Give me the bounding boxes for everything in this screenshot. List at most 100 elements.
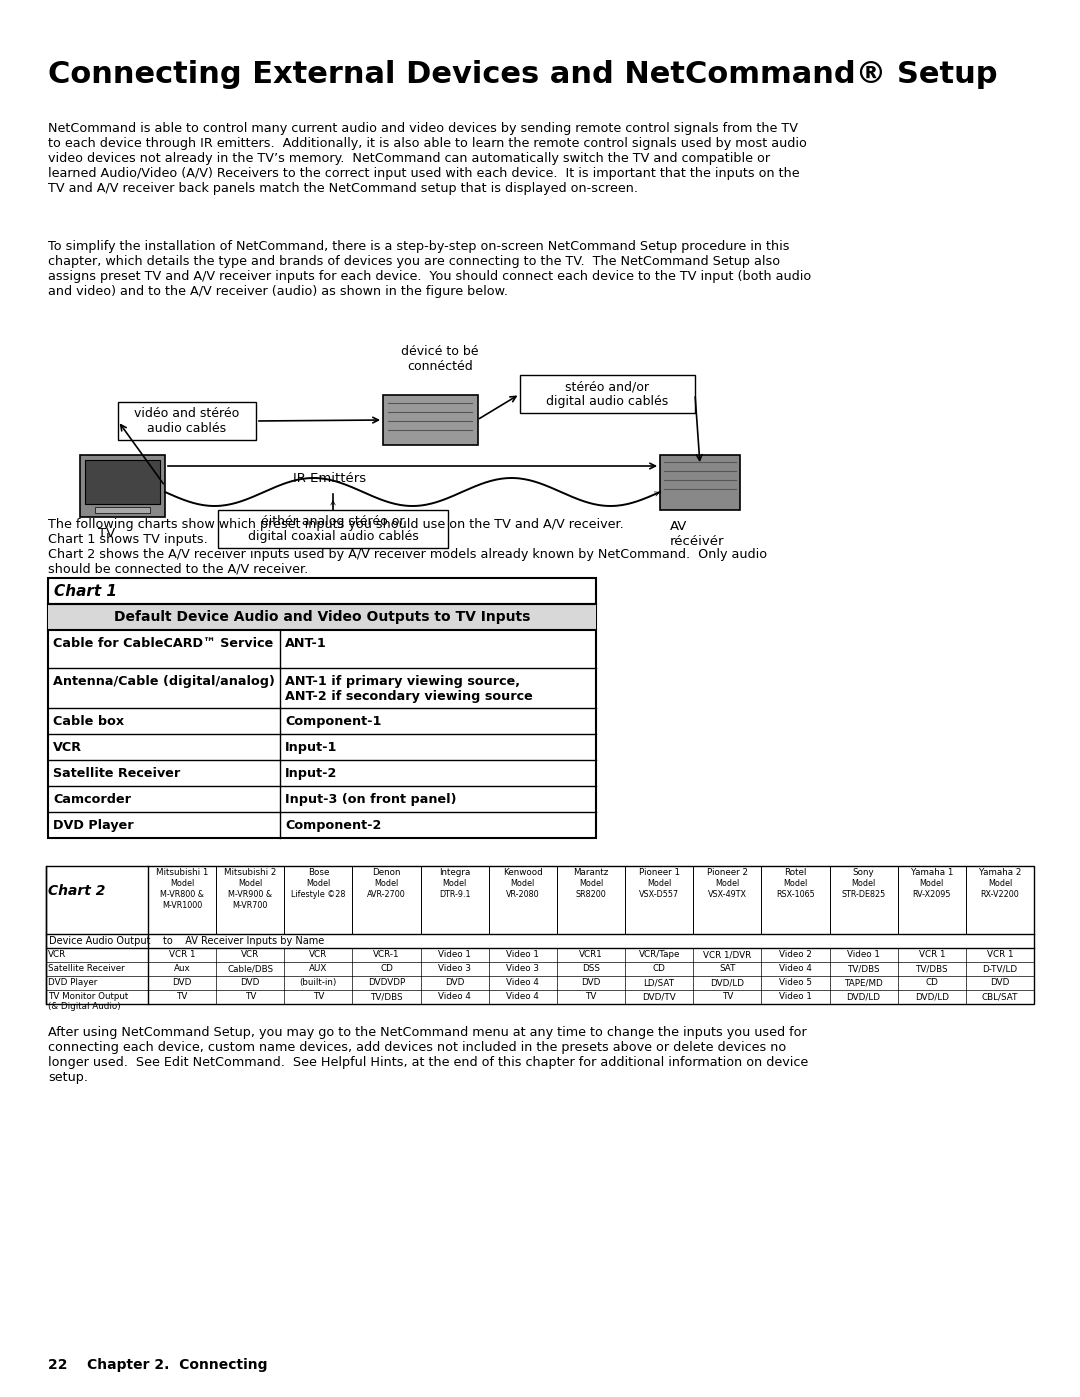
Text: dévicé to bé
connéctéd: dévicé to bé connéctéd bbox=[402, 345, 478, 373]
Text: To simplify the installation of NetCommand, there is a step-by-step on-screen Ne: To simplify the installation of NetComma… bbox=[48, 240, 811, 298]
Text: IR Emittérs: IR Emittérs bbox=[294, 472, 366, 485]
Text: Cable box: Cable box bbox=[53, 715, 124, 728]
Text: DSS: DSS bbox=[582, 964, 600, 972]
Text: CD: CD bbox=[380, 964, 393, 972]
Text: Video 5: Video 5 bbox=[779, 978, 812, 988]
Text: should be connected to the A/V receiver.: should be connected to the A/V receiver. bbox=[48, 563, 308, 576]
Text: After using NetCommand Setup, you may go to the NetCommand menu at any time to c: After using NetCommand Setup, you may go… bbox=[48, 1025, 808, 1084]
Text: Video 1: Video 1 bbox=[847, 950, 880, 958]
Text: VCR 1/DVR: VCR 1/DVR bbox=[703, 950, 752, 958]
Text: TV Monitor Output
(& Digital Audio): TV Monitor Output (& Digital Audio) bbox=[48, 992, 129, 1011]
Text: Yamaha 2: Yamaha 2 bbox=[978, 868, 1021, 877]
Bar bbox=[80, 455, 165, 517]
Text: Component-1: Component-1 bbox=[285, 715, 381, 728]
Text: Camcorder: Camcorder bbox=[53, 793, 131, 806]
Text: Component-2: Component-2 bbox=[285, 819, 381, 833]
Text: CD: CD bbox=[652, 964, 665, 972]
Text: Input-2: Input-2 bbox=[285, 767, 337, 780]
Text: 22    Chapter 2.  Connecting: 22 Chapter 2. Connecting bbox=[48, 1358, 268, 1372]
Text: TV: TV bbox=[176, 992, 188, 1002]
Text: Model: Model bbox=[647, 879, 672, 888]
Text: Default Device Audio and Video Outputs to TV Inputs: Default Device Audio and Video Outputs t… bbox=[113, 610, 530, 624]
Text: Sony: Sony bbox=[853, 868, 875, 877]
Text: Input-3 (on front panel): Input-3 (on front panel) bbox=[285, 793, 457, 806]
Text: DVD: DVD bbox=[445, 978, 464, 988]
Text: DVD Player: DVD Player bbox=[48, 978, 97, 988]
Text: Video 4: Video 4 bbox=[507, 992, 539, 1002]
Text: Input-1: Input-1 bbox=[285, 740, 337, 754]
Text: DVD/TV: DVD/TV bbox=[643, 992, 676, 1002]
Text: Model: Model bbox=[715, 879, 740, 888]
Bar bbox=[118, 402, 256, 440]
Text: VCR-1: VCR-1 bbox=[374, 950, 400, 958]
Text: Chart 2: Chart 2 bbox=[48, 884, 106, 898]
Text: VCR: VCR bbox=[53, 740, 82, 754]
Text: RX-V2200: RX-V2200 bbox=[981, 890, 1020, 900]
Text: M-VR1000: M-VR1000 bbox=[162, 901, 202, 909]
Text: Marantz: Marantz bbox=[573, 868, 609, 877]
Text: Satellite Receiver: Satellite Receiver bbox=[48, 964, 125, 972]
Text: Chart 1 shows TV inputs.: Chart 1 shows TV inputs. bbox=[48, 534, 207, 546]
Text: VCR 1: VCR 1 bbox=[168, 950, 195, 958]
Text: DVD: DVD bbox=[241, 978, 260, 988]
Text: TV/DBS: TV/DBS bbox=[848, 964, 880, 972]
Text: Model: Model bbox=[783, 879, 808, 888]
Text: Lifestyle ©28: Lifestyle ©28 bbox=[292, 890, 346, 900]
Text: DVD Player: DVD Player bbox=[53, 819, 134, 833]
Text: vidéo and stéréo
audio cablés: vidéo and stéréo audio cablés bbox=[134, 407, 240, 434]
Text: TV: TV bbox=[585, 992, 596, 1002]
Bar bbox=[218, 510, 448, 548]
Text: Device Audio Output    to    AV Receiver Inputs by Name: Device Audio Output to AV Receiver Input… bbox=[49, 936, 324, 946]
Text: Rotel: Rotel bbox=[784, 868, 807, 877]
Text: VCR: VCR bbox=[48, 950, 66, 958]
Text: DVD/LD: DVD/LD bbox=[711, 978, 744, 988]
Text: VCR1: VCR1 bbox=[579, 950, 603, 958]
Text: RSX-1065: RSX-1065 bbox=[777, 890, 814, 900]
Text: TAPE/MD: TAPE/MD bbox=[845, 978, 883, 988]
Text: DVD/LD: DVD/LD bbox=[847, 992, 880, 1002]
Text: Connecting External Devices and NetCommand® Setup: Connecting External Devices and NetComma… bbox=[48, 60, 998, 89]
Text: Cable/DBS: Cable/DBS bbox=[227, 964, 273, 972]
Bar bbox=[48, 604, 596, 630]
Text: (built-in): (built-in) bbox=[299, 978, 337, 988]
Text: Bose: Bose bbox=[308, 868, 329, 877]
Text: éithér analog stéréo or
digital coaxial audio cablés: éithér analog stéréo or digital coaxial … bbox=[247, 515, 418, 543]
Text: NetCommand is able to control many current audio and video devices by sending re: NetCommand is able to control many curre… bbox=[48, 122, 807, 196]
Text: Cable for CableCARD™ Service: Cable for CableCARD™ Service bbox=[53, 637, 273, 650]
Text: ANT-1 if primary viewing source,
ANT-2 if secondary viewing source: ANT-1 if primary viewing source, ANT-2 i… bbox=[285, 675, 532, 703]
Text: Model: Model bbox=[307, 879, 330, 888]
Text: Chart 2 shows the A/V receiver inputs used by A/V receiver models already known : Chart 2 shows the A/V receiver inputs us… bbox=[48, 548, 767, 562]
Text: Video 2: Video 2 bbox=[779, 950, 812, 958]
Text: VCR: VCR bbox=[309, 950, 327, 958]
Text: Satellite Receiver: Satellite Receiver bbox=[53, 767, 180, 780]
Text: VSX-49TX: VSX-49TX bbox=[707, 890, 746, 900]
Text: DVD: DVD bbox=[173, 978, 192, 988]
Text: SAT: SAT bbox=[719, 964, 735, 972]
Bar bbox=[48, 578, 596, 838]
Text: TV: TV bbox=[244, 992, 256, 1002]
Text: Video 4: Video 4 bbox=[438, 992, 471, 1002]
Text: VR-2080: VR-2080 bbox=[507, 890, 540, 900]
Text: CBL/SAT: CBL/SAT bbox=[982, 992, 1018, 1002]
Text: Model: Model bbox=[375, 879, 399, 888]
Text: STR-DE825: STR-DE825 bbox=[841, 890, 886, 900]
Text: Yamaha 1: Yamaha 1 bbox=[910, 868, 953, 877]
Bar bbox=[383, 395, 478, 446]
Text: DVDVDP: DVDVDP bbox=[368, 978, 405, 988]
Text: SR8200: SR8200 bbox=[576, 890, 606, 900]
Text: DVD/LD: DVD/LD bbox=[915, 992, 948, 1002]
Bar bbox=[519, 374, 696, 414]
Text: D-TV/LD: D-TV/LD bbox=[983, 964, 1017, 972]
Text: AV
récéivér: AV récéivér bbox=[670, 520, 725, 548]
Text: Model: Model bbox=[511, 879, 535, 888]
Text: Video 4: Video 4 bbox=[779, 964, 812, 972]
Text: Model: Model bbox=[443, 879, 467, 888]
Text: DVD: DVD bbox=[581, 978, 600, 988]
Text: ANT-1: ANT-1 bbox=[285, 637, 327, 650]
Text: Video 1: Video 1 bbox=[438, 950, 471, 958]
Text: Mitsubishi 2: Mitsubishi 2 bbox=[224, 868, 276, 877]
Text: Video 3: Video 3 bbox=[438, 964, 471, 972]
Bar bbox=[85, 460, 160, 504]
Text: Model: Model bbox=[851, 879, 876, 888]
Text: TV: TV bbox=[98, 527, 116, 541]
